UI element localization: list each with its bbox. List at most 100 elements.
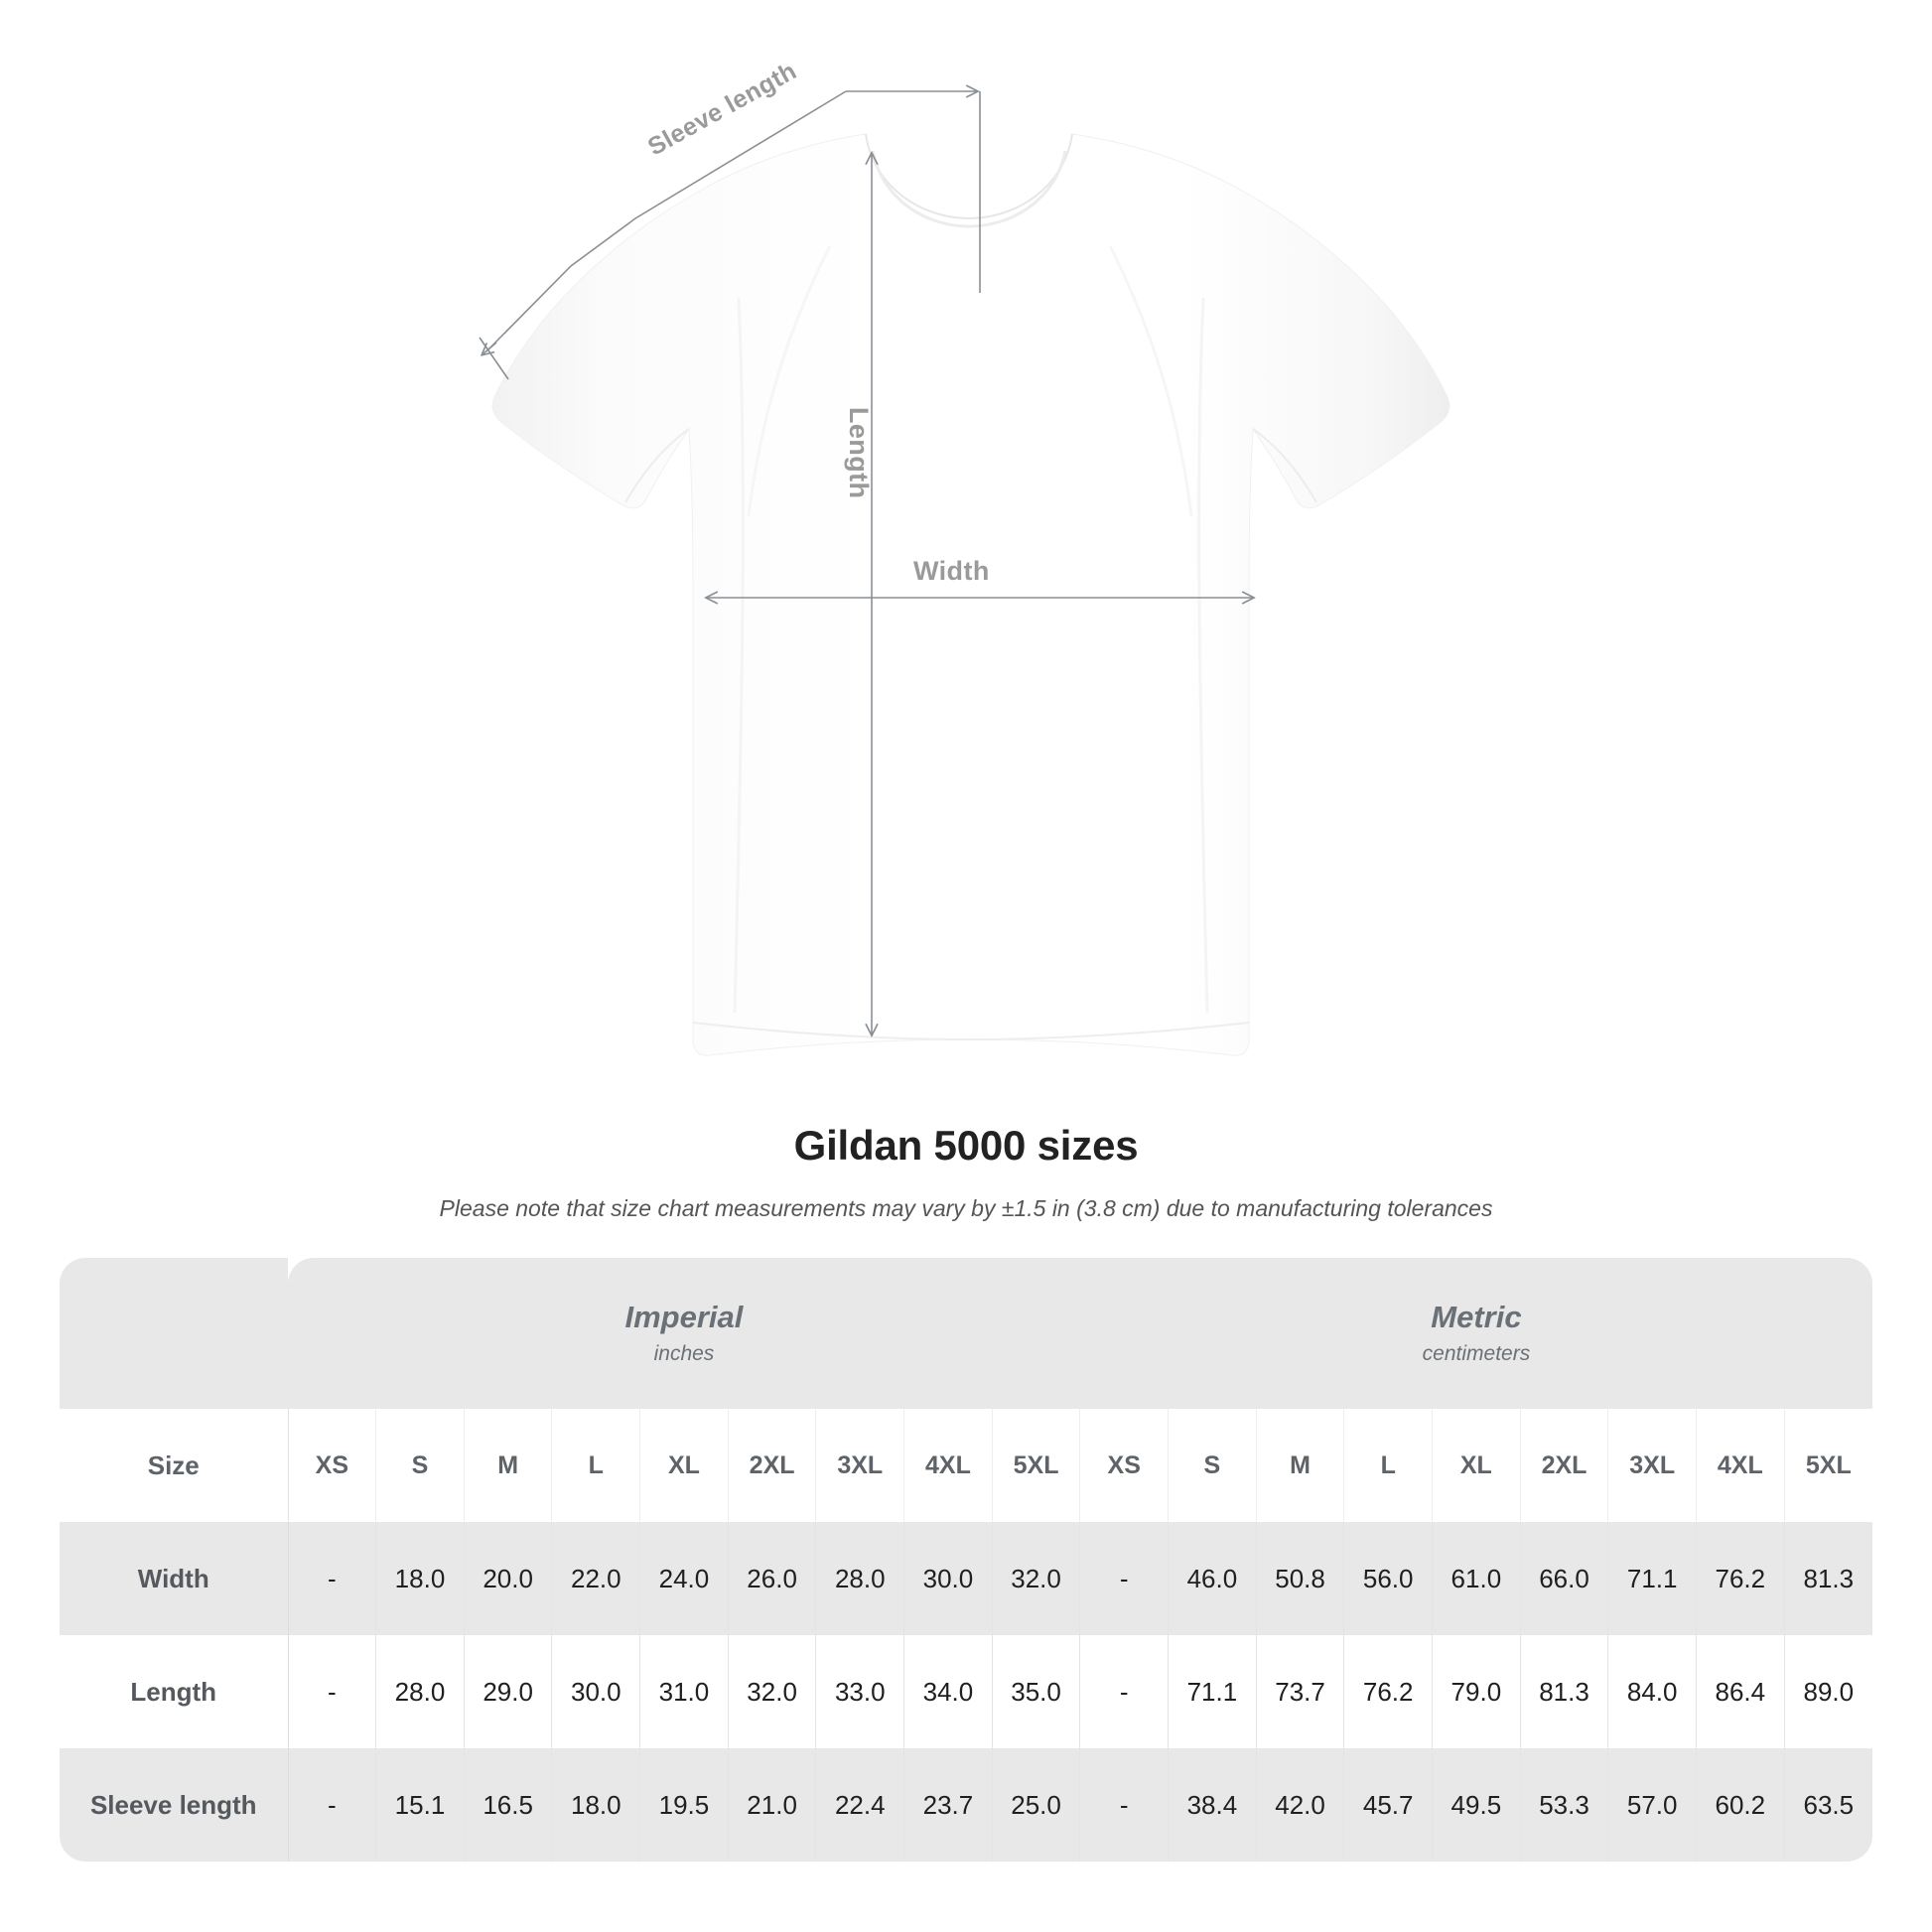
size-chart-table-wrapper: Imperial inches Metric centimeters Size X… [60,1258,1872,1862]
garment-diagram: Sleeve length Length Width [479,0,1450,1056]
column-header-metric-3xl: 3XL [1607,1409,1697,1522]
cell-length-metric-4xl: 86.4 [1696,1635,1785,1748]
table-row: Length -28.0 29.0 30.0 31.0 32.0 33.0 34.0 35.0-… [60,1635,1872,1748]
cell-width-metric-xl: 61.0 [1432,1522,1521,1635]
cell-sleeve-length-metric-l: 45.7 [1343,1748,1434,1862]
column-header-metric-m: M [1256,1409,1345,1522]
column-header-metric-4xl: 4XL [1696,1409,1785,1522]
cell-length-imperial-5xl: 35.0 [992,1635,1081,1748]
column-header-metric-s: S [1168,1409,1257,1522]
cell-length-metric-xl: 79.0 [1432,1635,1521,1748]
cell-width-imperial-m: 20.0 [464,1522,553,1635]
column-header-imperial-xl: XL [639,1409,729,1522]
column-header-metric-xl: XL [1432,1409,1521,1522]
cell-width-imperial-l: 22.0 [551,1522,641,1635]
cell-length-metric-5xl: 89.0 [1784,1635,1872,1748]
cell-width-metric-2xl: 66.0 [1520,1522,1609,1635]
length-label: Length [844,407,874,499]
tolerance-note: Please note that size chart measurements… [439,1195,1493,1221]
tshirt-shape [491,133,1450,1056]
cell-width-metric-l: 56.0 [1343,1522,1434,1635]
cell-sleeve-length-imperial-l: 18.0 [551,1748,641,1862]
column-header-imperial-2xl: 2XL [728,1409,817,1522]
cell-width-imperial-xs: - [288,1522,377,1635]
column-header-metric-5xl: 5XL [1784,1409,1872,1522]
cell-width-metric-m: 50.8 [1256,1522,1345,1635]
table-row: Sleeve length -15.1 16.5 18.0 19.5 21.0 22.4 23… [60,1748,1872,1862]
cell-length-metric-2xl: 81.3 [1520,1635,1609,1748]
cell-width-imperial-xl: 24.0 [639,1522,729,1635]
row-label-sleeve-length: Sleeve length [60,1748,289,1862]
unit-corner-cell [60,1258,288,1409]
cell-width-metric-xs: - [1079,1522,1170,1635]
cell-length-metric-3xl: 84.0 [1607,1635,1697,1748]
cell-length-imperial-xl: 31.0 [639,1635,729,1748]
cell-length-imperial-2xl: 32.0 [728,1635,817,1748]
cell-sleeve-length-imperial-s: 15.1 [375,1748,465,1862]
cell-sleeve-length-imperial-m: 16.5 [464,1748,553,1862]
unit-name-imperial: Imperial [624,1299,744,1334]
unit-sub-metric: centimeters [1422,1342,1531,1366]
cell-width-imperial-4xl: 30.0 [903,1522,993,1635]
cell-length-imperial-s: 28.0 [375,1635,465,1748]
cell-sleeve-length-metric-m: 42.0 [1256,1748,1345,1862]
cell-width-imperial-2xl: 26.0 [728,1522,817,1635]
column-header-imperial-4xl: 4XL [903,1409,993,1522]
cell-width-imperial-s: 18.0 [375,1522,465,1635]
size-chart-body: Width -18.0 20.0 22.0 24.0 26.0 28.0 30.0 32.0-4… [60,1522,1872,1862]
cell-sleeve-length-metric-5xl: 63.5 [1784,1748,1872,1862]
cell-length-imperial-xs: - [288,1635,377,1748]
cell-sleeve-length-metric-2xl: 53.3 [1520,1748,1609,1862]
unit-group-metric: Metric centimeters [1079,1258,1872,1409]
column-header-size: Size [60,1409,289,1522]
column-header-imperial-xs: XS [288,1409,377,1522]
cell-sleeve-length-imperial-xs: - [288,1748,377,1862]
table-row: Width -18.0 20.0 22.0 24.0 26.0 28.0 30.0 32.0-4… [60,1522,1872,1635]
cell-sleeve-length-metric-s: 38.4 [1168,1748,1257,1862]
column-header-metric-2xl: 2XL [1520,1409,1609,1522]
row-label-length: Length [60,1635,289,1748]
cell-width-imperial-5xl: 32.0 [992,1522,1081,1635]
cell-width-imperial-3xl: 28.0 [815,1522,905,1635]
cell-sleeve-length-metric-3xl: 57.0 [1607,1748,1697,1862]
column-header-imperial-s: S [375,1409,465,1522]
size-header-row: Size XS S M L XL 2XL 3XL 4XL 5XL XS S M L XL 2XL 3XL 4XL 5… [60,1409,1872,1522]
column-header-imperial-l: L [551,1409,641,1522]
cell-sleeve-length-imperial-xl: 19.5 [639,1748,729,1862]
column-header-metric-l: L [1343,1409,1434,1522]
cell-sleeve-length-imperial-2xl: 21.0 [728,1748,817,1862]
cell-length-imperial-4xl: 34.0 [903,1635,993,1748]
cell-length-metric-s: 71.1 [1168,1635,1257,1748]
unit-group-header-row: Imperial inches Metric centimeters [60,1258,1872,1409]
unit-name-metric: Metric [1431,1299,1522,1334]
sleeve-length-dimension [479,91,981,380]
cell-width-metric-3xl: 71.1 [1607,1522,1697,1635]
cell-sleeve-length-metric-xs: - [1079,1748,1170,1862]
size-chart-table: Imperial inches Metric centimeters Size X… [60,1258,1872,1862]
cell-width-metric-5xl: 81.3 [1784,1522,1872,1635]
cell-length-metric-xs: - [1079,1635,1170,1748]
unit-sub-imperial: inches [653,1342,715,1366]
cell-length-imperial-m: 29.0 [464,1635,553,1748]
cell-length-metric-l: 76.2 [1343,1635,1434,1748]
tshirt-illustration [479,0,1450,1056]
column-header-imperial-3xl: 3XL [815,1409,905,1522]
column-header-imperial-5xl: 5XL [992,1409,1081,1522]
cell-length-imperial-l: 30.0 [551,1635,641,1748]
cell-length-metric-m: 73.7 [1256,1635,1345,1748]
row-label-width: Width [60,1522,289,1635]
cell-sleeve-length-imperial-3xl: 22.4 [815,1748,905,1862]
column-header-imperial-m: M [464,1409,553,1522]
page-title: Gildan 5000 sizes [793,1122,1139,1169]
cell-width-metric-4xl: 76.2 [1696,1522,1785,1635]
unit-group-imperial: Imperial inches [288,1258,1080,1409]
cell-sleeve-length-imperial-5xl: 25.0 [992,1748,1081,1862]
width-label: Width [913,556,990,586]
column-header-metric-xs: XS [1079,1409,1170,1522]
cell-sleeve-length-imperial-4xl: 23.7 [903,1748,993,1862]
cell-width-metric-s: 46.0 [1168,1522,1257,1635]
cell-sleeve-length-metric-4xl: 60.2 [1696,1748,1785,1862]
cell-sleeve-length-metric-xl: 49.5 [1432,1748,1521,1862]
title-block: Gildan 5000 sizes Please note that size … [0,1122,1932,1222]
cell-length-imperial-3xl: 33.0 [815,1635,905,1748]
